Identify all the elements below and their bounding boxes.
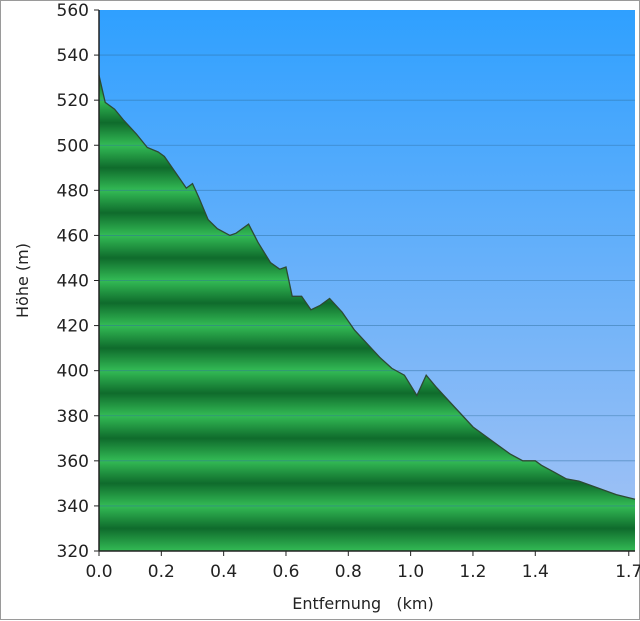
y-tick-label: 460 [57,226,89,246]
x-axis-ticks: 0.0 0.2 0.4 0.6 0.8 1.0 1.2 1.4 1.7 [85,551,640,582]
x-tick-label: 0.8 [335,562,362,582]
y-tick-label: 440 [57,272,89,292]
x-tick-label: 1.7 [615,562,640,582]
x-tick-label: 1.4 [522,562,549,582]
x-tick-label: 1.0 [397,562,424,582]
y-tick-label: 420 [57,317,89,337]
y-tick-label: 500 [57,136,89,156]
y-tick-label: 340 [57,497,89,517]
x-tick-label: 0.2 [148,562,175,582]
y-tick-label: 360 [57,452,89,472]
area-band [99,460,635,506]
y-tick-label: 540 [57,46,89,66]
y-tick-label: 560 [57,1,89,21]
elevation-profile-line [98,75,636,500]
y-tick-label: 380 [57,407,89,427]
area-band [99,505,635,551]
y-tick-label: 520 [57,91,89,111]
y-tick-label: 400 [57,362,89,382]
y-tick-label: 480 [57,181,89,201]
y-tick-label: 320 [57,542,89,562]
x-tick-label: 0.0 [85,562,112,582]
x-tick-label: 0.4 [210,562,237,582]
y-axis-ticks: 320 340 360 380 400 420 440 460 480 500 520 540 560 [57,1,99,562]
x-tick-label: 1.2 [459,562,486,582]
y-axis-title: Höhe (m) [13,243,32,318]
grid-lines [99,54,635,507]
x-tick-label: 0.6 [272,562,299,582]
x-axis-title: Entfernung (km) [292,594,433,613]
